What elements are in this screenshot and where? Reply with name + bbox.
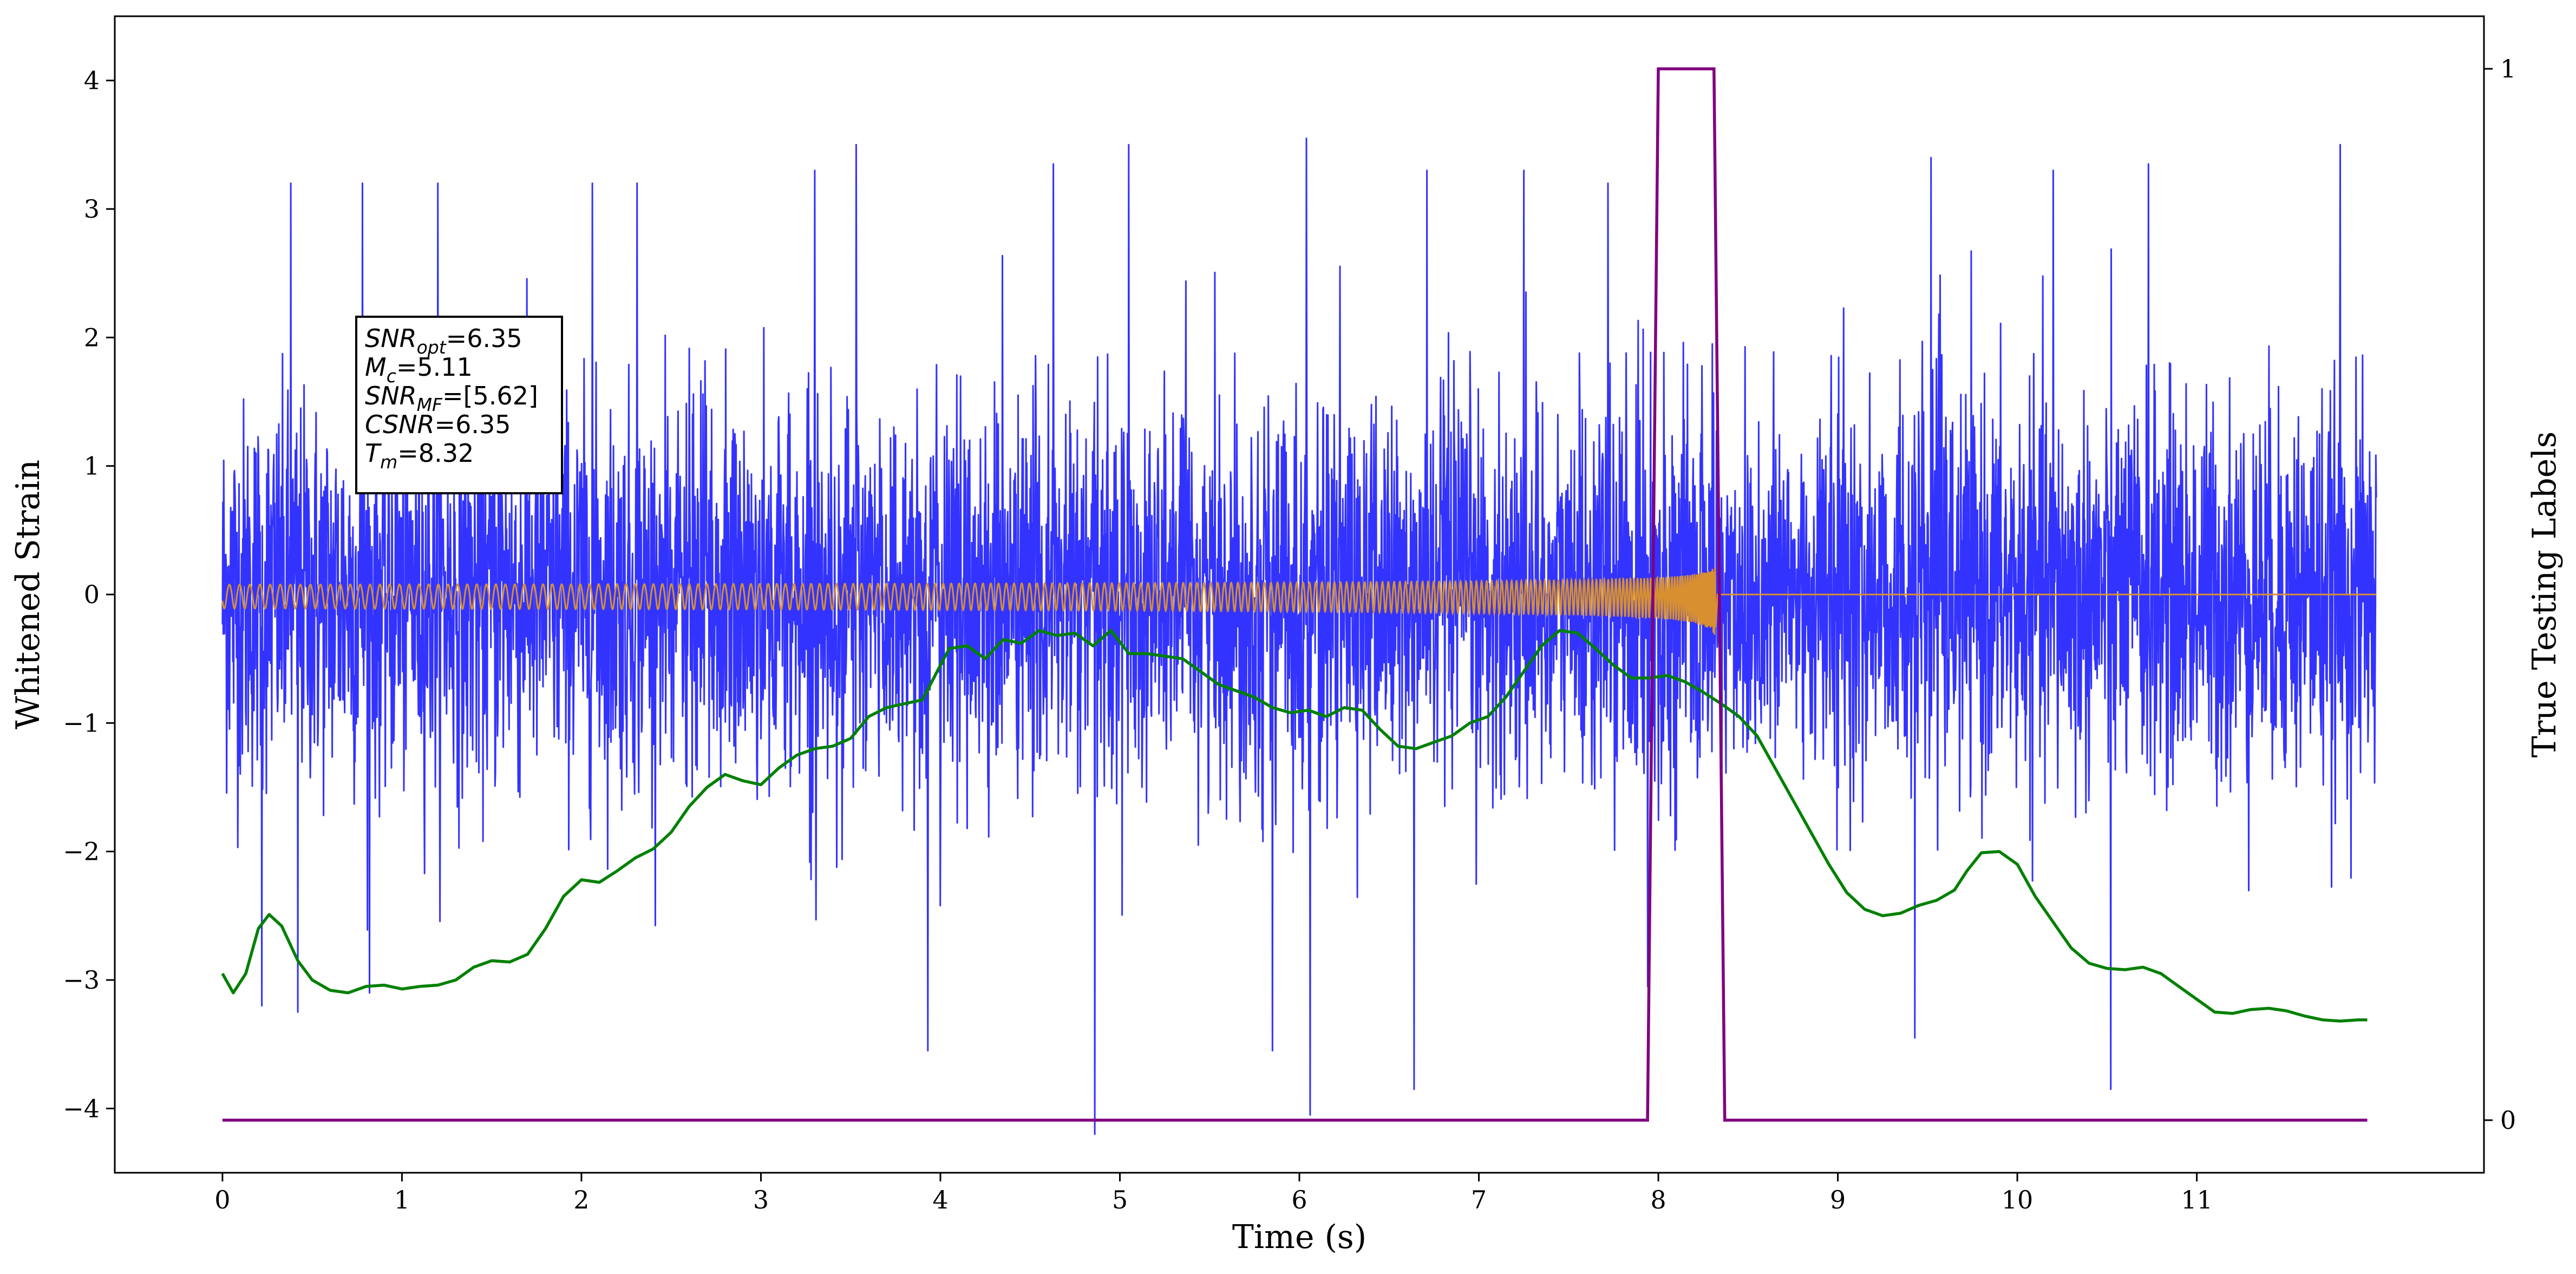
x-axis-title: Time (s): [1232, 1218, 1367, 1256]
x-tick-label: 2: [573, 1185, 589, 1214]
y-tick-label: 0: [84, 580, 100, 609]
x-tick-label: 4: [932, 1185, 948, 1214]
y-tick-label: −3: [63, 965, 100, 995]
y-axis-ticks: −4 −3 −2 −1 0 1 2 3 4: [63, 66, 115, 1123]
y-tick-label: 2: [84, 323, 100, 352]
whitened-strain-line: [221, 138, 2377, 1135]
x-tick-label: 11: [2181, 1185, 2213, 1214]
annotation-frame: [355, 316, 563, 494]
template-waveform-line: [221, 567, 2377, 635]
x-tick-label: 1: [394, 1185, 410, 1214]
y2-tick-label: 1: [2500, 54, 2516, 83]
x-tick-label: 8: [1650, 1185, 1666, 1214]
annotation-box: SNRopt=6.35Mc=5.11SNRMF=[5.62]CSNR=6.35T…: [355, 316, 563, 494]
annotation-line: SNRopt=6.35: [365, 324, 522, 358]
x-tick-label: 10: [2002, 1185, 2034, 1214]
y2-tick-label: 0: [2500, 1106, 2516, 1135]
x-tick-label: 7: [1471, 1185, 1487, 1214]
series-layer: [221, 67, 2377, 1135]
annotation-line: CSNR=6.35: [365, 410, 511, 439]
y-tick-label: −4: [63, 1094, 100, 1123]
x-tick-label: 0: [214, 1185, 230, 1214]
y2-axis-title: True Testing Labels: [2526, 432, 2564, 758]
y-tick-label: −1: [63, 708, 100, 737]
x-tick-label: 5: [1112, 1185, 1128, 1214]
y-tick-label: 3: [84, 194, 100, 224]
y-tick-label: −2: [63, 837, 100, 866]
annotation-line: SNRMF=[5.62]: [365, 381, 538, 415]
y-tick-label: 1: [84, 452, 100, 481]
true-labels-line: [222, 67, 2368, 1122]
y-axis-title: Whitened Strain: [9, 460, 47, 729]
x-axis-ticks: 0 1 2 3 4 5 6 7 8 9 10 11: [214, 1173, 2213, 1214]
y-tick-label: 4: [84, 66, 100, 95]
annotation-line: Mc=5.11: [365, 352, 473, 387]
x-tick-label: 3: [753, 1185, 769, 1214]
x-tick-label: 9: [1830, 1185, 1846, 1214]
y2-axis-ticks: 01: [2484, 54, 2516, 1135]
x-tick-label: 6: [1291, 1185, 1307, 1214]
annotation-line: Tm=8.32: [365, 439, 474, 473]
detection-output-line: [221, 629, 2368, 1023]
